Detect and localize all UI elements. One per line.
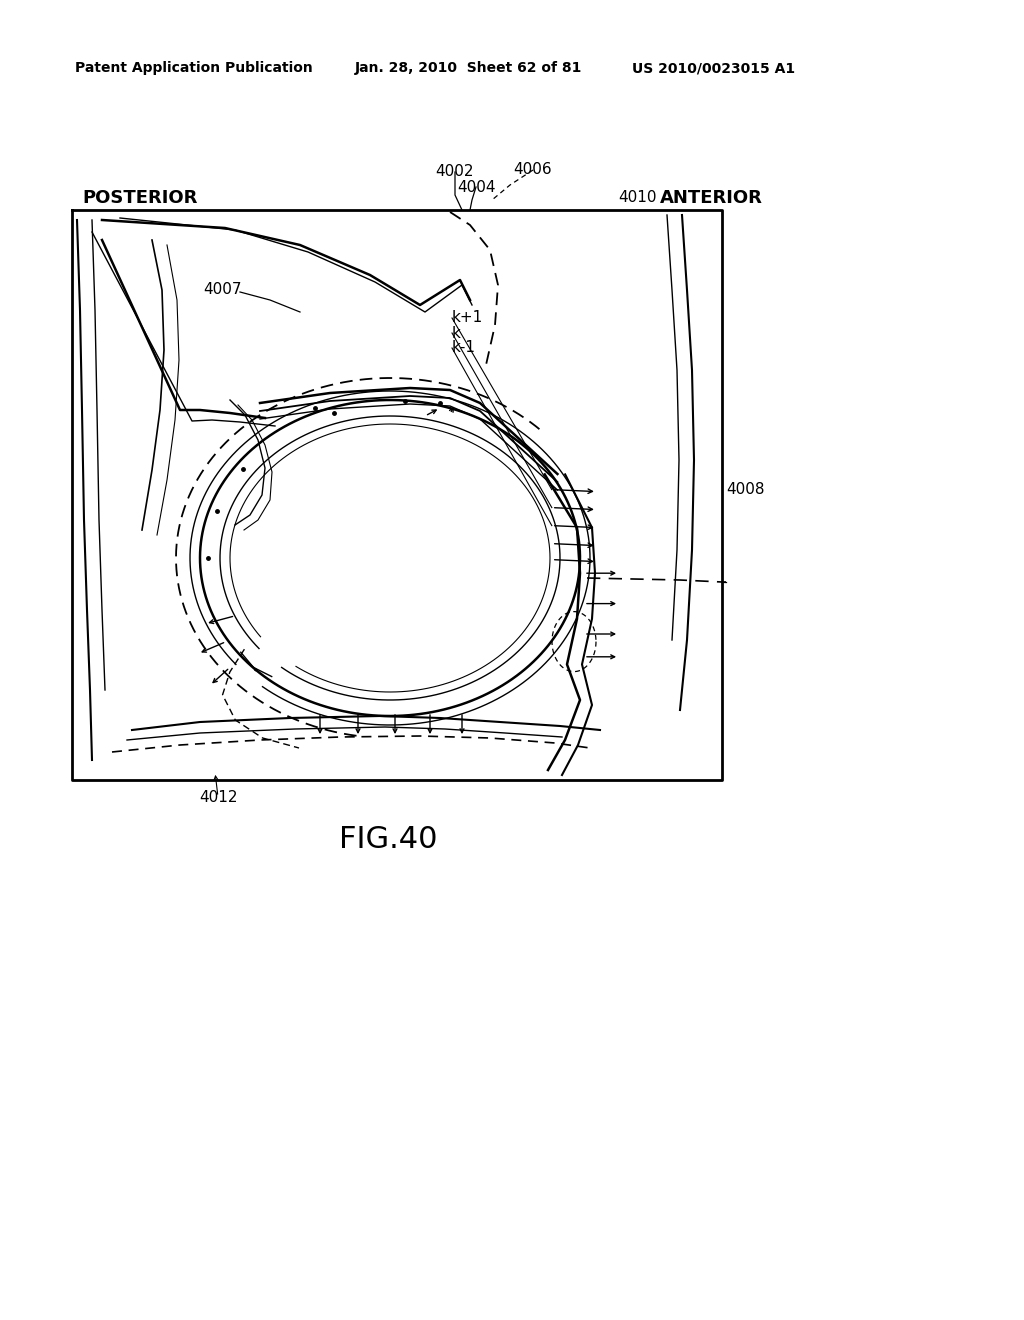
Text: k+1: k+1: [452, 310, 483, 326]
Text: k-1: k-1: [452, 341, 476, 355]
Text: 4008: 4008: [726, 483, 765, 498]
Text: 4004: 4004: [457, 180, 496, 194]
Text: 4012: 4012: [199, 789, 238, 804]
Text: 4007: 4007: [203, 282, 242, 297]
Text: ANTERIOR: ANTERIOR: [660, 189, 763, 207]
Text: 4006: 4006: [514, 162, 552, 177]
Text: Jan. 28, 2010  Sheet 62 of 81: Jan. 28, 2010 Sheet 62 of 81: [355, 61, 583, 75]
Text: 4010: 4010: [618, 190, 656, 206]
Text: POSTERIOR: POSTERIOR: [82, 189, 198, 207]
Text: Patent Application Publication: Patent Application Publication: [75, 61, 312, 75]
Text: US 2010/0023015 A1: US 2010/0023015 A1: [632, 61, 795, 75]
Text: FIG.40: FIG.40: [339, 825, 437, 854]
Text: 4002: 4002: [436, 165, 474, 180]
Text: k: k: [452, 326, 461, 341]
